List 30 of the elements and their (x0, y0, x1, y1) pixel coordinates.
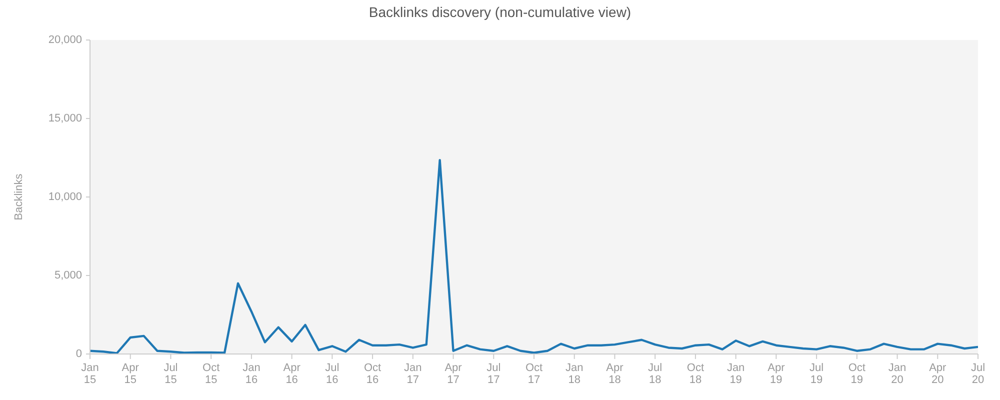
x-tick-label: Jan 18 (565, 362, 584, 386)
x-tick-label: Jul 15 (164, 362, 178, 386)
x-tick-label: Oct 16 (364, 362, 382, 386)
x-tick-label: Jan 16 (242, 362, 260, 386)
x-tick-label: Oct 19 (848, 362, 866, 386)
y-tick-label: 20,000 (48, 34, 82, 46)
x-tick-label: Oct 17 (525, 362, 543, 386)
x-tick-label: Jul 18 (648, 362, 662, 386)
x-tick-label: Jan 20 (888, 362, 906, 386)
x-tick-label: Jan 19 (726, 362, 745, 386)
x-tick-label: Apr 17 (444, 362, 462, 386)
x-tick-label: Apr 19 (768, 362, 786, 386)
y-tick-label: 15,000 (48, 112, 82, 124)
x-tick-label: Apr 15 (122, 362, 140, 386)
x-tick-label: Jan 17 (404, 362, 422, 386)
x-tick-label: Oct 18 (686, 362, 704, 386)
x-tick-label: Jul 20 (970, 362, 986, 386)
y-axis-title: Backlinks (12, 173, 25, 220)
x-tick-label: Apr 18 (606, 362, 624, 386)
x-tick-label: Jul 19 (810, 362, 824, 386)
x-tick-label: Apr 20 (929, 362, 947, 386)
chart-title: Backlinks discovery (non-cumulative view) (368, 4, 632, 20)
x-tick-label: Apr 16 (283, 362, 301, 386)
x-tick-label: Jul 16 (325, 362, 340, 386)
x-tick-label: Oct 15 (202, 362, 220, 386)
x-tick-label: Jul 17 (486, 362, 501, 386)
y-tick-label: 5,000 (54, 270, 82, 282)
y-tick-label: 0 (76, 348, 82, 360)
y-tick-label: 10,000 (48, 191, 82, 203)
x-tick-label: Jan 15 (81, 362, 99, 386)
